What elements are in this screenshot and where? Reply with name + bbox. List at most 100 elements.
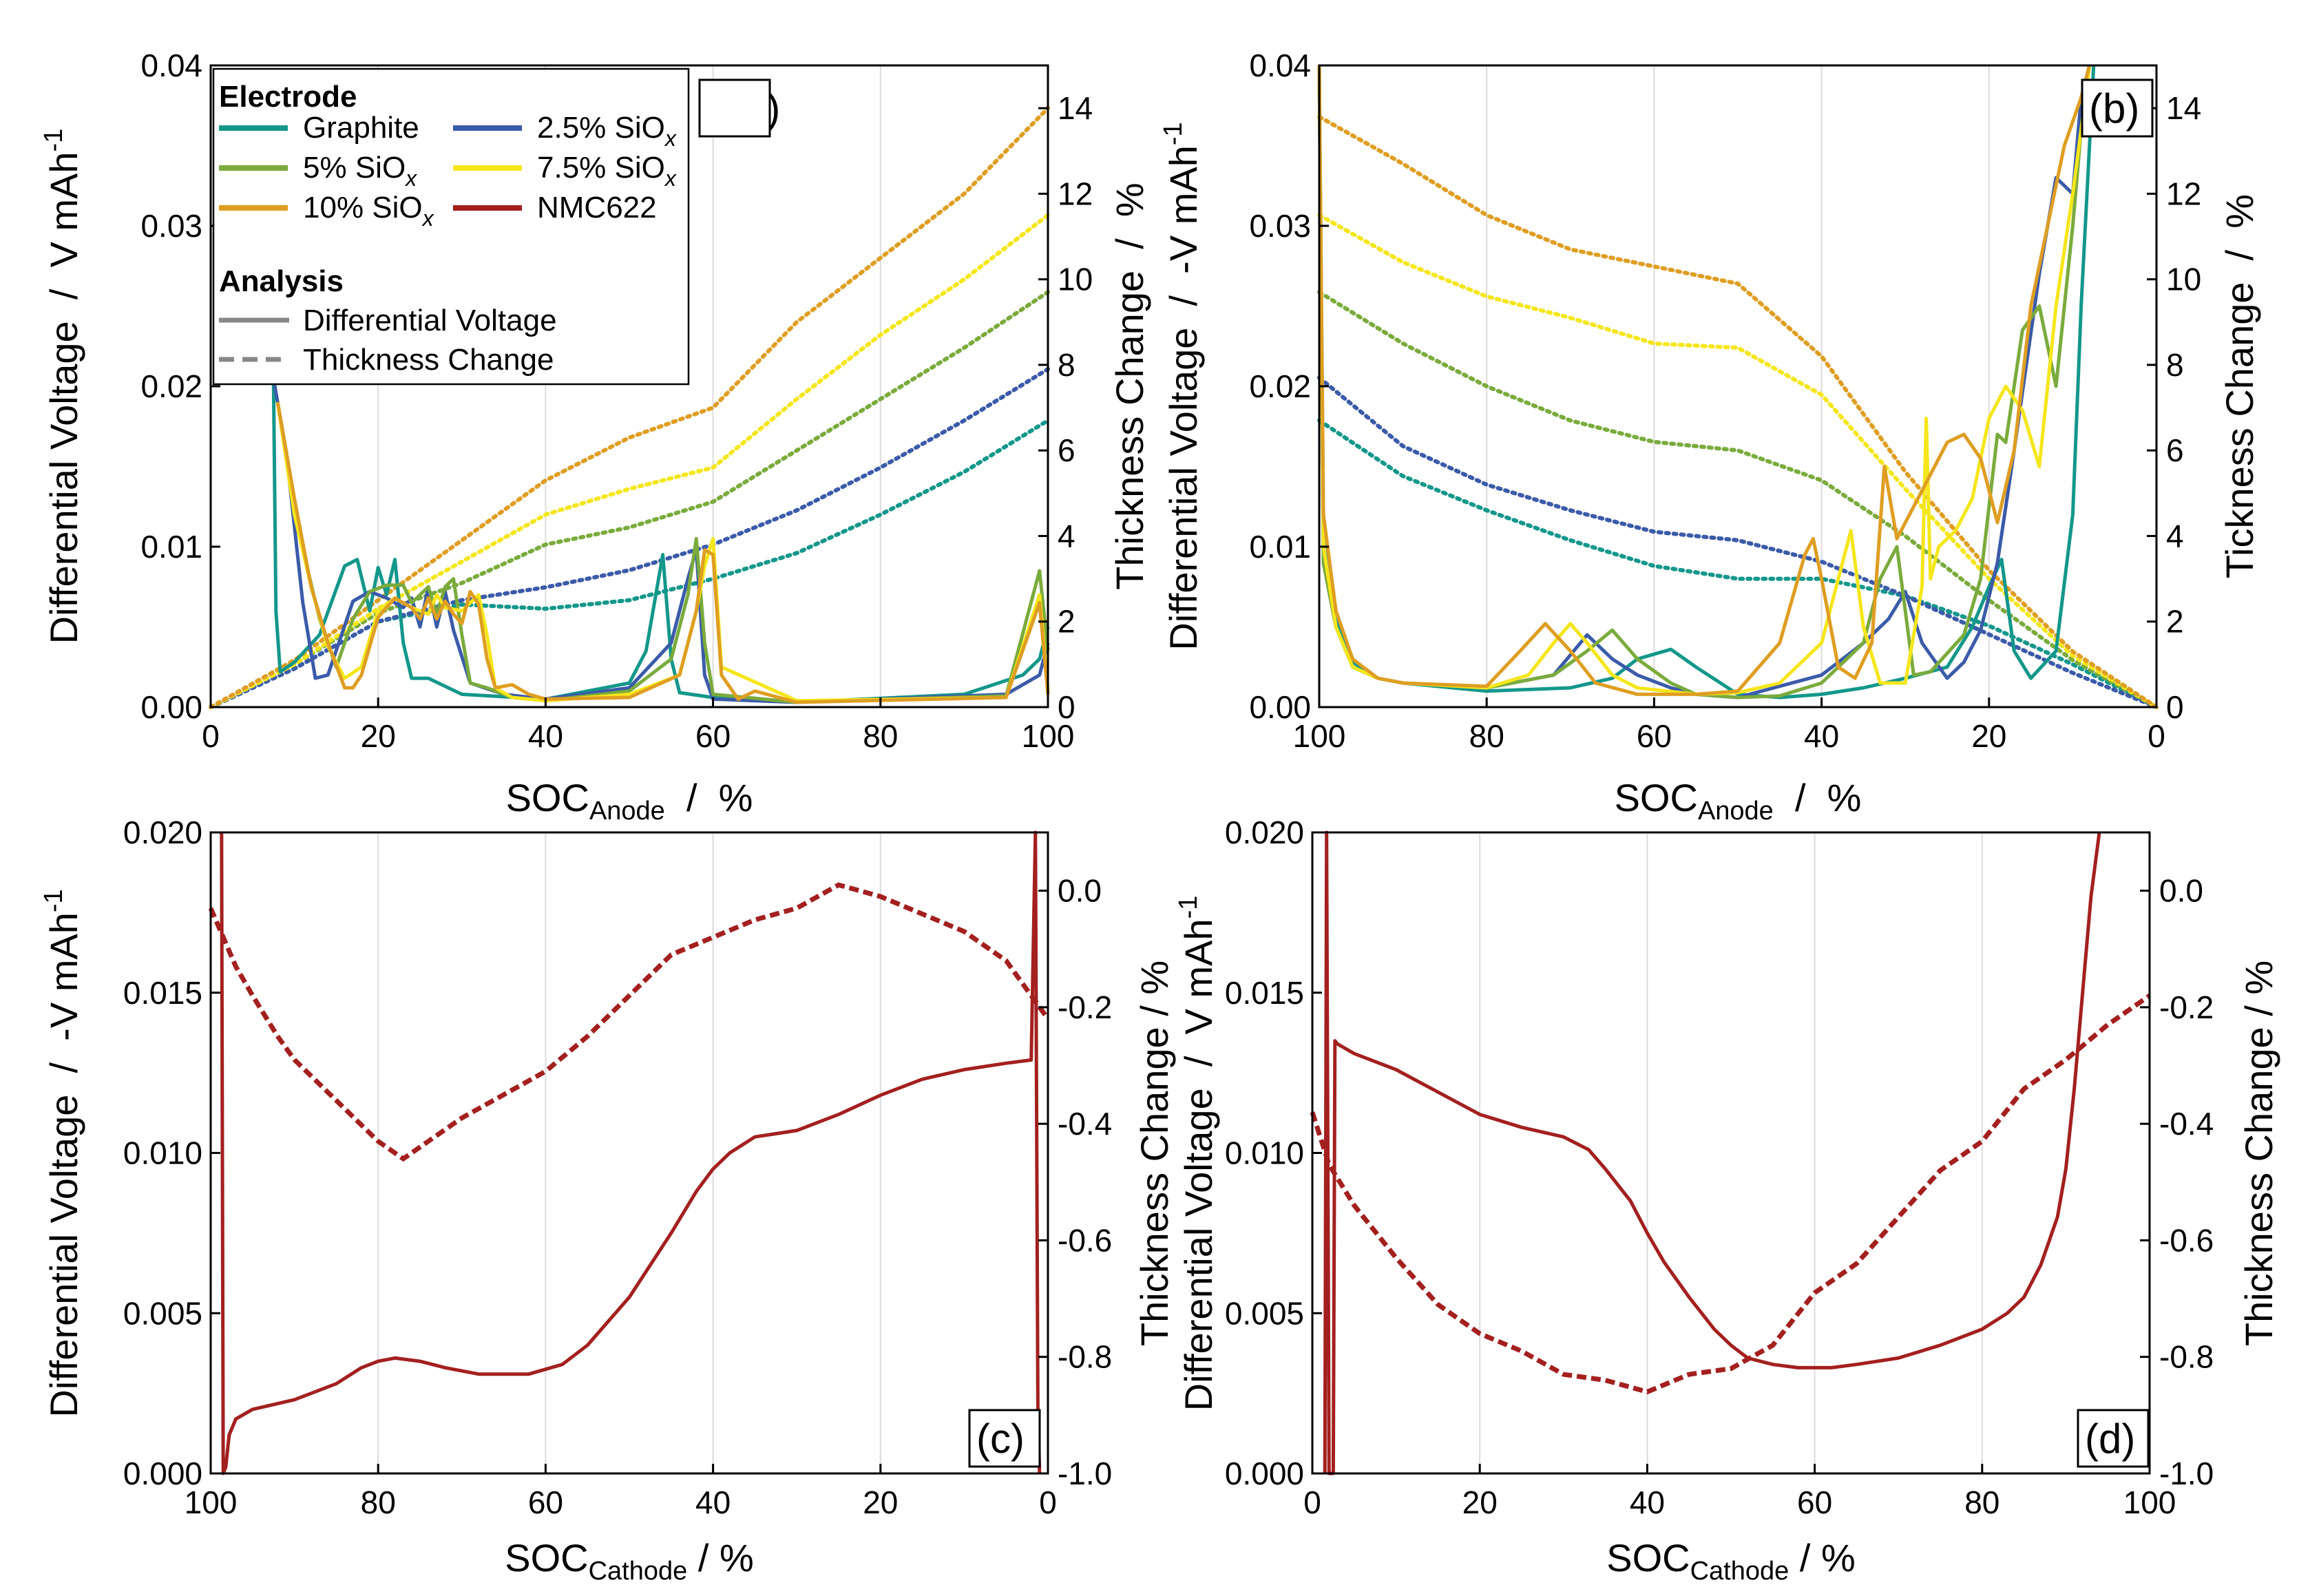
y-tick-label: 0.000 <box>1225 1456 1304 1491</box>
legend-item-sio_2_5: 2.5% SiOx <box>537 111 677 151</box>
y-tick-label: 0.04 <box>1249 48 1311 83</box>
x-tick-label: 100 <box>1293 718 1346 754</box>
y-axis-left-label: Differential Voltage / V mAh-1 <box>39 129 85 644</box>
x-tick-label: 60 <box>1797 1484 1832 1520</box>
y-axis-left-label: Differential Voltage / V mAh-1 <box>1174 896 1220 1411</box>
panel-d: 0 20 40 60 80 100 0.000 0.005 0.010 0.015 0.020 -1.… <box>1174 815 2280 1586</box>
x-tick-label: 20 <box>1462 1484 1498 1520</box>
x-tick-label: 0 <box>2148 718 2165 754</box>
y-tick-label: 0.015 <box>1225 975 1304 1011</box>
y2-tick-label: -1.0 <box>2159 1456 2214 1491</box>
y-tick-label: 0.020 <box>1225 815 1304 850</box>
y2-tick-label: 12 <box>1058 176 1093 211</box>
thickness-line-sio_7_5 <box>1317 213 2159 709</box>
legend-box <box>212 67 690 386</box>
y2-tick-label: -0.2 <box>2159 989 2214 1025</box>
panel-a: 0 20 40 60 80 100 0.00 0.01 0.02 0.03 0.04 0 2 4 6 8 10 1… <box>39 48 1151 826</box>
x-tick-label: 0 <box>202 718 220 754</box>
x-tick-label: 80 <box>863 718 898 754</box>
x-tick-label: 40 <box>528 718 563 754</box>
tick-labels: 100 80 60 40 20 0 0.00 0.01 0.02 0.03 0.04 0 2 4 6 8 10 1… <box>1249 48 2201 754</box>
x-tick-label: 80 <box>1964 1484 1999 1520</box>
thickness-line-nmc622 <box>208 882 1050 1162</box>
x-tick-label: 0 <box>1039 1484 1057 1520</box>
y2-tick-label: 6 <box>1058 432 1075 468</box>
legend-item-graphite: Graphite <box>303 111 419 145</box>
x-tick-label: 40 <box>695 1484 731 1520</box>
y2-tick-label: 14 <box>1058 90 1093 126</box>
x-tick-label: 60 <box>1637 718 1672 754</box>
thickness-line-sio_10 <box>1317 114 2159 709</box>
y-tick-label: 0.005 <box>123 1295 202 1331</box>
x-tick-label: 80 <box>361 1484 396 1520</box>
y2-tick-label: -0.2 <box>1058 989 1112 1025</box>
panel-label-box <box>2081 78 2154 138</box>
differential-voltage-series <box>271 377 1050 704</box>
y2-tick-label: 0.0 <box>2159 873 2203 909</box>
plot-frame <box>1311 831 2151 1475</box>
y-tick-label: 0.01 <box>140 529 202 565</box>
y-tick-label: 0.01 <box>1249 529 1311 565</box>
y2-tick-label: 4 <box>1058 518 1075 554</box>
panel-label-box <box>698 78 771 138</box>
y-tick-label: 0.005 <box>1225 1295 1304 1331</box>
x-tick-label: 20 <box>361 718 396 754</box>
legend: Electrode Graphite 2.5% SiOx 5% SiOx 7.5% S… <box>212 67 690 386</box>
x-tick-label: 60 <box>695 718 731 754</box>
legend-item-sio_10: 10% SiOx <box>303 191 434 231</box>
y-axis-left-label: Differential Voltage / -V mAh-1 <box>39 889 85 1417</box>
thickness-line-graphite <box>1317 418 2159 709</box>
y-tick-label: 0.00 <box>1249 689 1311 725</box>
y2-tick-label: -1.0 <box>1058 1456 1112 1491</box>
y-axis-right-label: Tickness Change / % <box>2218 194 2261 578</box>
y2-tick-label: 8 <box>2166 347 2184 383</box>
thickness-line-sio_2_5 <box>1317 375 2159 709</box>
thickness-line-sio_5 <box>1317 290 2159 709</box>
y-tick-label: 0.02 <box>140 368 202 404</box>
y2-tick-label: 4 <box>2166 518 2184 554</box>
y-tick-label: 0.03 <box>140 208 202 244</box>
y2-tick-label: 2 <box>2166 604 2184 640</box>
y-tick-label: 0.03 <box>1249 208 1311 244</box>
panel-b: 100 80 60 40 20 0 0.00 0.01 0.02 0.03 0.04 0 2 4 6 8 10 1… <box>1159 48 2261 826</box>
y-axis-right-label: Thickness Change / % <box>2237 960 2280 1346</box>
legend-analysis-item: Differential Voltage <box>303 304 557 337</box>
thickness-line-nmc622 <box>1310 994 2151 1395</box>
y2-tick-label: 0 <box>2166 689 2184 725</box>
thickness-change-series <box>1310 994 2151 1395</box>
x-tick-label: 60 <box>528 1484 563 1520</box>
y2-tick-label: 2 <box>1058 604 1075 640</box>
y2-tick-label: 8 <box>1058 347 1075 383</box>
y2-tick-label: 10 <box>2166 262 2201 297</box>
y-tick-label: 0.04 <box>140 48 202 83</box>
x-tick-label: 0 <box>1303 1484 1321 1520</box>
legend-analysis-title: Analysis <box>219 264 344 298</box>
legend-item-sio_5: 5% SiOx <box>303 151 417 191</box>
legend-item-sio_7_5: 7.5% SiOx <box>537 151 677 191</box>
thickness-change-series <box>208 882 1050 1162</box>
x-tick-label: 100 <box>185 1484 238 1520</box>
dv-line-graphite <box>1317 65 2096 700</box>
y-tick-label: 0.020 <box>123 815 202 850</box>
x-axis-label: SOCCathode / % <box>505 1536 754 1586</box>
x-tick-label: 20 <box>863 1484 898 1520</box>
y2-tick-label: -0.6 <box>1058 1222 1112 1258</box>
dv-line-sio_10 <box>275 401 1050 704</box>
dv-line-nmc622 <box>1323 830 2101 1476</box>
x-axis-label: SOCCathode / % <box>1606 1536 1856 1586</box>
x-tick-label: 100 <box>1022 718 1075 754</box>
dv-line-nmc622 <box>220 830 1042 1476</box>
y2-tick-label: -0.6 <box>2159 1222 2214 1258</box>
y2-tick-label: 0.0 <box>1058 873 1102 909</box>
tick-labels: 0 20 40 60 80 100 0.000 0.005 0.010 0.015 0.020 -1.… <box>1225 815 2214 1520</box>
differential-voltage-series <box>220 830 1042 1476</box>
x-tick-label: 100 <box>2123 1484 2176 1520</box>
y2-tick-label: -0.8 <box>2159 1339 2214 1375</box>
x-axis-label: SOCAnode / % <box>506 776 753 826</box>
panel-c: 100 80 60 40 20 0 0.000 0.005 0.010 0.015 0.020 -1.… <box>39 815 1176 1586</box>
dv-line-sio_5 <box>1317 65 2092 700</box>
y-tick-label: 0.000 <box>123 1456 202 1491</box>
y-tick-label: 0.02 <box>1249 368 1311 404</box>
panel-label: (c) <box>976 1416 1025 1462</box>
x-tick-label: 80 <box>1469 718 1504 754</box>
